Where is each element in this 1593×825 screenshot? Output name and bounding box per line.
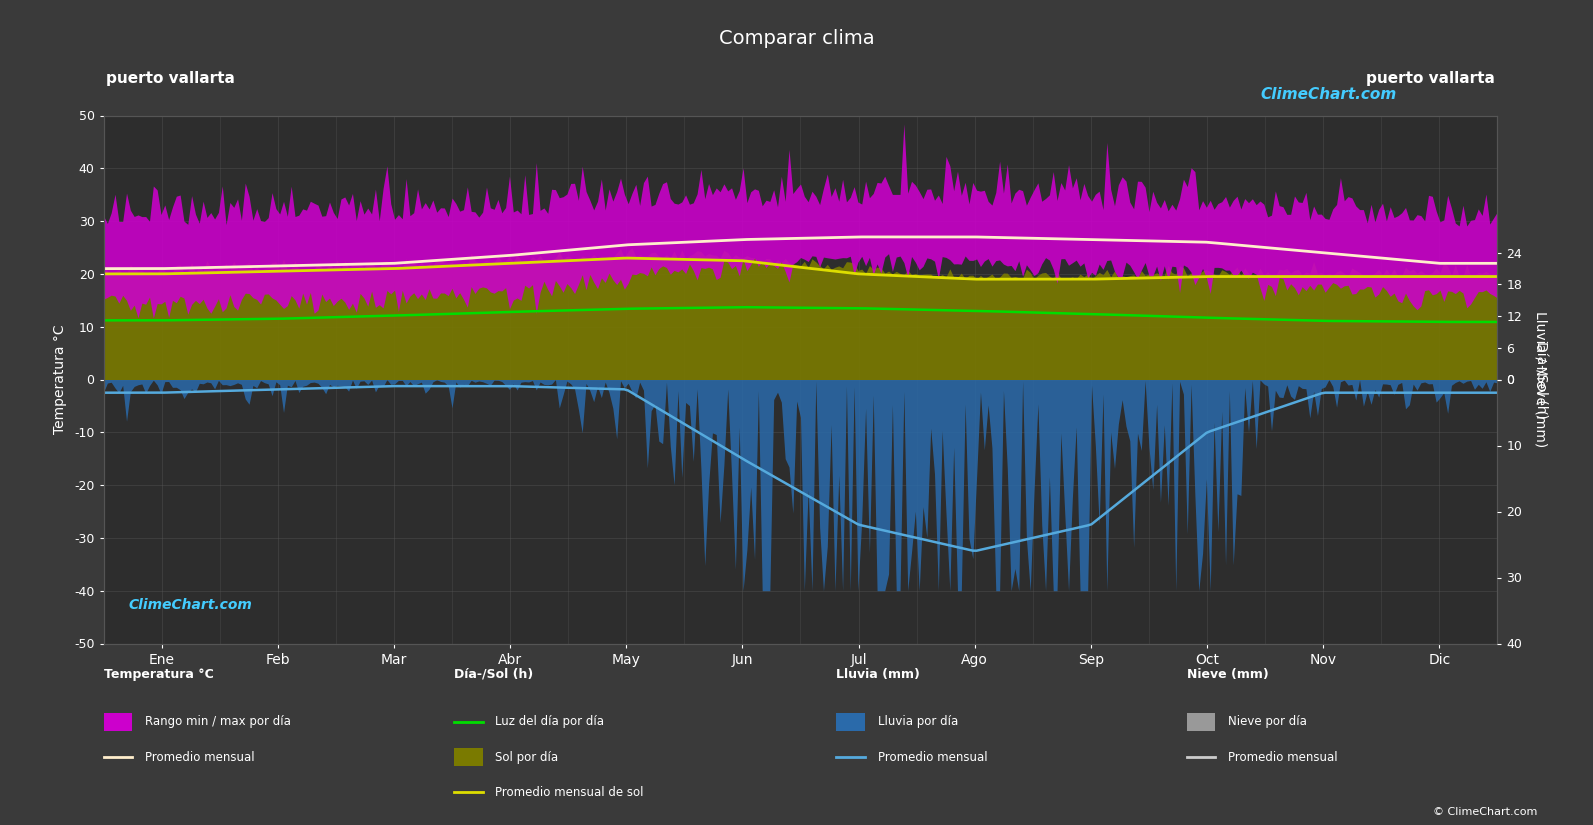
Text: Comparar clima: Comparar clima (718, 29, 875, 48)
Text: Promedio mensual: Promedio mensual (145, 751, 255, 764)
Text: puerto vallarta: puerto vallarta (107, 72, 236, 87)
Text: Promedio mensual de sol: Promedio mensual de sol (495, 785, 644, 799)
Text: Promedio mensual: Promedio mensual (878, 751, 988, 764)
Y-axis label: Temperatura °C: Temperatura °C (53, 325, 67, 434)
Text: Nieve (mm): Nieve (mm) (1187, 667, 1268, 681)
Text: Lluvia (mm): Lluvia (mm) (836, 667, 921, 681)
Text: © ClimeChart.com: © ClimeChart.com (1432, 807, 1537, 817)
Y-axis label: Lluvia / Nieve (mm): Lluvia / Nieve (mm) (1534, 311, 1547, 448)
Text: Luz del día por día: Luz del día por día (495, 715, 604, 728)
Text: Temperatura °C: Temperatura °C (104, 667, 213, 681)
Text: Promedio mensual: Promedio mensual (1228, 751, 1338, 764)
Text: ClimeChart.com: ClimeChart.com (1260, 87, 1397, 102)
Text: Nieve por día: Nieve por día (1228, 715, 1308, 728)
Text: Rango min / max por día: Rango min / max por día (145, 715, 292, 728)
Y-axis label: Día-/Sol (h): Día-/Sol (h) (1534, 341, 1547, 418)
Text: puerto vallarta: puerto vallarta (1365, 72, 1494, 87)
Text: Sol por día: Sol por día (495, 751, 559, 764)
Text: ClimeChart.com: ClimeChart.com (129, 598, 253, 612)
Text: Lluvia por día: Lluvia por día (878, 715, 957, 728)
Text: Día-/Sol (h): Día-/Sol (h) (454, 667, 534, 681)
